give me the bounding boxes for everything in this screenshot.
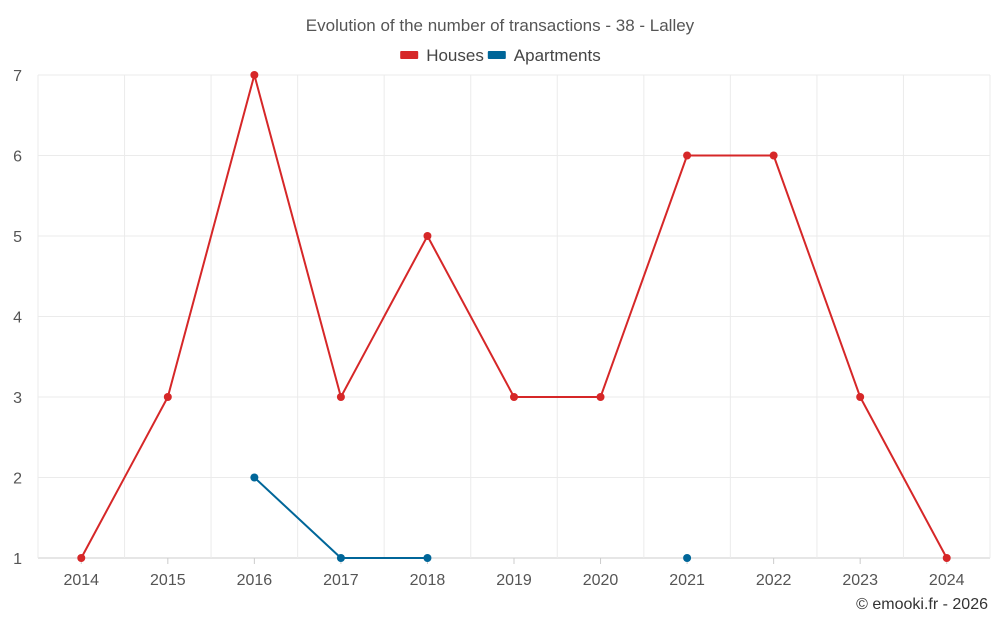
data-point-apartments bbox=[423, 554, 432, 562]
y-tick-label: 4 bbox=[13, 310, 22, 327]
x-tick-label: 2016 bbox=[237, 572, 273, 589]
x-tick-label: 2023 bbox=[842, 572, 878, 589]
x-tick-label: 2024 bbox=[929, 572, 965, 589]
data-point-houses bbox=[510, 393, 518, 401]
y-tick-label: 1 bbox=[13, 551, 22, 568]
grid bbox=[37, 74, 991, 559]
y-tick-label: 6 bbox=[13, 149, 22, 166]
x-tick-label: 2021 bbox=[669, 572, 705, 589]
credit-text: © emooki.fr - 2026 bbox=[856, 596, 988, 613]
data-point-houses bbox=[942, 554, 951, 562]
y-tick-label: 3 bbox=[13, 390, 22, 407]
legend: Houses Apartments bbox=[400, 46, 601, 65]
chart-title: Evolution of the number of transactions … bbox=[306, 16, 695, 35]
y-tick-label: 7 bbox=[13, 68, 22, 85]
data-point-houses bbox=[423, 232, 432, 240]
y-tick-label: 5 bbox=[13, 229, 22, 246]
legend-label-houses: Houses bbox=[426, 46, 484, 65]
data-point-houses bbox=[250, 71, 259, 79]
legend-swatch-houses bbox=[400, 51, 419, 59]
data-point-apartments bbox=[250, 473, 259, 482]
series-line-apartments bbox=[253, 476, 428, 559]
y-tick-label: 2 bbox=[13, 471, 22, 488]
x-tick-label: 2014 bbox=[63, 572, 99, 589]
x-axis: 2014 2015 2016 2017 2018 2019 2020 2021 2022 2023… bbox=[63, 558, 965, 589]
series-apartments bbox=[250, 473, 692, 562]
x-tick-label: 2019 bbox=[496, 572, 532, 589]
y-axis: 1 2 3 4 5 6 7 bbox=[13, 68, 22, 568]
data-point-apartments bbox=[683, 554, 692, 562]
data-point-houses bbox=[769, 151, 778, 160]
series-layer bbox=[77, 71, 951, 562]
data-point-apartments bbox=[336, 554, 345, 562]
x-tick-label: 2022 bbox=[756, 572, 792, 589]
x-tick-label: 2015 bbox=[150, 572, 186, 589]
legend-label-apartments: Apartments bbox=[514, 46, 601, 65]
legend-item-apartments: Apartments bbox=[487, 46, 601, 65]
data-point-houses bbox=[856, 393, 865, 401]
data-point-houses bbox=[163, 393, 172, 401]
data-point-houses bbox=[596, 393, 605, 401]
x-tick-label: 2017 bbox=[323, 572, 359, 589]
data-point-houses bbox=[683, 151, 692, 160]
legend-item-houses: Houses bbox=[400, 46, 484, 65]
x-tick-label: 2018 bbox=[410, 572, 446, 589]
data-point-houses bbox=[77, 554, 86, 562]
legend-swatch-apartments bbox=[487, 51, 506, 59]
data-point-houses bbox=[336, 393, 345, 401]
x-tick-label: 2020 bbox=[583, 572, 619, 589]
series-houses bbox=[77, 71, 951, 562]
